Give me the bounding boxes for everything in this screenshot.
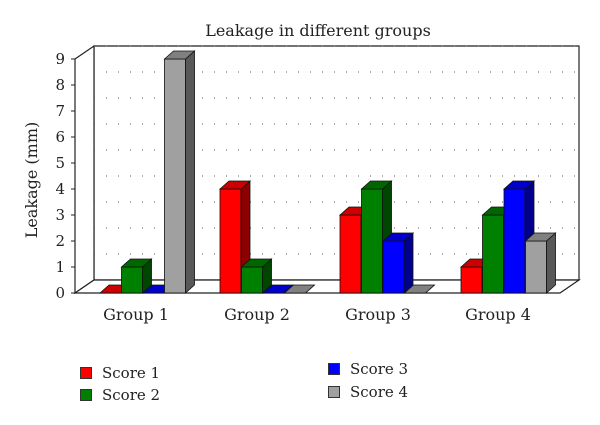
y-tick-label: 6 bbox=[55, 128, 65, 146]
bar-front bbox=[382, 240, 405, 294]
y-tick-label: 1 bbox=[55, 258, 65, 276]
y-tick-label: 0 bbox=[55, 284, 65, 302]
legend-item-score-1: Score 1 bbox=[80, 364, 160, 382]
y-tick-label: 7 bbox=[55, 102, 65, 120]
bar-front bbox=[482, 214, 504, 294]
legend-label-score-2: Score 2 bbox=[102, 386, 161, 404]
bar-top bbox=[360, 180, 393, 190]
bar-front bbox=[361, 188, 383, 294]
bar-top bbox=[218, 180, 252, 190]
x-tick-label-group-1: Group 1 bbox=[103, 305, 169, 324]
bar-front bbox=[121, 266, 143, 294]
x-axis-ticks: Group 1 Group 2 Group 3 Group 4 bbox=[103, 305, 531, 324]
legend-swatch-score-1 bbox=[80, 367, 92, 379]
y-tick-label: 2 bbox=[55, 232, 65, 250]
legend-label-score-1: Score 1 bbox=[102, 364, 161, 382]
bar-top bbox=[240, 258, 273, 268]
bar-top bbox=[163, 50, 196, 60]
left-wall bbox=[74, 44, 95, 295]
bar-front bbox=[503, 188, 526, 294]
legend-item-score-4: Score 4 bbox=[328, 383, 408, 401]
y-tick-label: 4 bbox=[55, 180, 65, 198]
bar-side bbox=[185, 50, 195, 294]
bar-group-2-score-2 bbox=[240, 258, 273, 294]
legend-swatch-score-3 bbox=[328, 363, 340, 375]
legend-label-score-4: Score 4 bbox=[350, 383, 409, 401]
bar-top bbox=[120, 258, 153, 268]
bar-front bbox=[460, 266, 483, 294]
bar-group-3-score-3 bbox=[381, 232, 415, 294]
x-tick-label-group-4: Group 4 bbox=[465, 305, 531, 324]
legend-swatch-score-4 bbox=[328, 386, 340, 398]
bar-front bbox=[241, 266, 263, 294]
x-tick-label-group-2: Group 2 bbox=[224, 305, 290, 324]
bar-group-1-score-2 bbox=[120, 258, 153, 294]
y-tick-label: 5 bbox=[55, 154, 65, 172]
bar-top bbox=[403, 284, 436, 294]
chart-title: Leakage in different groups bbox=[205, 21, 431, 40]
bar-group-2-score-4 bbox=[283, 284, 316, 294]
bar-top bbox=[283, 284, 316, 294]
y-tick-label: 9 bbox=[55, 50, 65, 68]
y-axis-label: Leakage (mm) bbox=[22, 122, 41, 239]
bar-side bbox=[546, 232, 556, 294]
bar-front bbox=[339, 214, 362, 294]
bar-front bbox=[164, 58, 186, 294]
y-tick-label: 3 bbox=[55, 206, 65, 224]
bar-group-3-score-4 bbox=[403, 284, 436, 294]
bar-front bbox=[219, 188, 242, 294]
legend-item-score-3: Score 3 bbox=[328, 360, 408, 378]
y-tick-label: 8 bbox=[55, 76, 65, 94]
bar-side bbox=[403, 232, 414, 294]
x-tick-label-group-3: Group 3 bbox=[345, 305, 411, 324]
bar-group-1-score-4 bbox=[163, 50, 196, 294]
bar-top bbox=[524, 232, 557, 242]
y-axis-ticks: 0 1 2 3 4 5 6 7 8 9 bbox=[55, 50, 75, 302]
legend-label-score-3: Score 3 bbox=[350, 360, 409, 378]
legend-swatch-score-2 bbox=[80, 389, 92, 401]
bar-group-4-score-4 bbox=[524, 232, 557, 294]
bars bbox=[98, 50, 557, 294]
bar-top bbox=[502, 180, 536, 190]
bar-front bbox=[525, 240, 547, 294]
bar-top bbox=[381, 232, 415, 242]
legend-item-score-2: Score 2 bbox=[80, 386, 160, 404]
